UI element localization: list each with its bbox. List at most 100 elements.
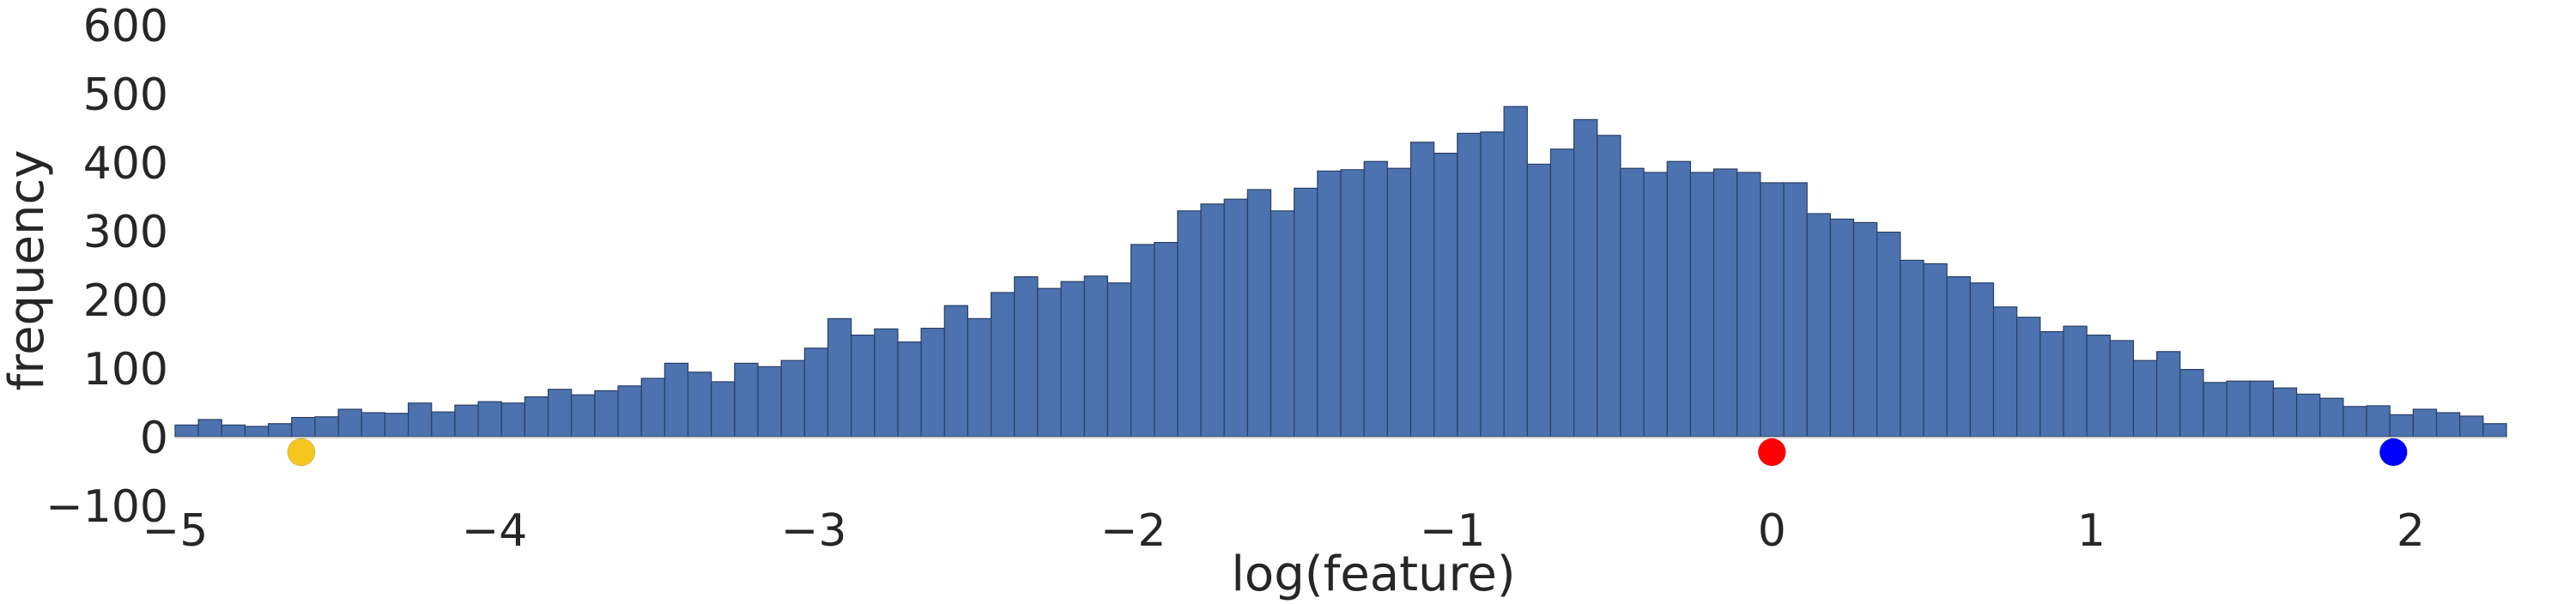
histogram-bar (431, 411, 456, 438)
y-tick-label: 100 (83, 344, 168, 396)
marker-point (2379, 438, 2408, 467)
histogram-bar (1549, 148, 1575, 438)
histogram-bar (1643, 172, 1668, 438)
histogram-bar (337, 408, 362, 438)
histogram-bar (361, 412, 386, 438)
histogram-bar (803, 347, 829, 438)
histogram-bar (1409, 142, 1435, 438)
histogram-bar (1130, 244, 1155, 438)
histogram-bar (1503, 106, 1528, 438)
histogram-bar (2319, 397, 2344, 438)
histogram-bar (174, 424, 199, 438)
histogram-bar (244, 426, 270, 438)
histogram-bar (897, 341, 922, 438)
histogram-bar (1014, 276, 1039, 438)
histogram-bar (2016, 317, 2041, 438)
histogram-bar (1666, 160, 1691, 438)
histogram-bar (291, 417, 316, 438)
y-tick-label: 0 (140, 413, 168, 464)
histogram-bar (384, 413, 409, 438)
histogram-bar (1689, 172, 1715, 438)
histogram-bar (2179, 369, 2204, 438)
histogram-bar (2063, 325, 2088, 438)
histogram-bar (664, 362, 689, 438)
x-tick-label: −5 (142, 505, 209, 557)
y-tick-label: 300 (83, 207, 168, 258)
x-tick-label: −2 (1100, 505, 1167, 557)
histogram-bar (2086, 335, 2111, 438)
histogram-bar (1037, 287, 1062, 438)
histogram-bar (2156, 351, 2181, 438)
histogram-bar (1317, 170, 1342, 438)
histogram-bar (874, 328, 899, 438)
histogram-bar (1712, 168, 1738, 438)
histogram-bar (920, 328, 945, 438)
histogram-bar (1363, 160, 1388, 438)
histogram-bar (1223, 198, 1248, 438)
x-tick-labels: −5 −4 −3 −2 −1 0 1 2 (142, 505, 2425, 557)
histogram-bar (851, 335, 876, 438)
histogram-bar (757, 365, 782, 438)
histogram-bar (1200, 203, 1225, 438)
histogram-bar (1386, 167, 1412, 438)
y-tick-label: 400 (83, 138, 168, 190)
histogram-bar (1969, 282, 1995, 438)
x-tick-label: 0 (1758, 505, 1786, 557)
histogram-bar (1900, 259, 1924, 438)
histogram-bar (1852, 221, 1878, 438)
histogram-bar (1526, 163, 1552, 438)
histogram-bar (2249, 380, 2274, 438)
histogram-bar (408, 402, 433, 438)
histogram-bar (1829, 218, 1855, 438)
histogram-bar (1597, 135, 1621, 438)
x-tick-label: −1 (1420, 505, 1486, 557)
marker-point (287, 438, 316, 467)
histogram-bar (2132, 359, 2158, 438)
histogram-bar (2435, 412, 2461, 438)
histogram-bar (990, 292, 1015, 438)
histogram-bar (2040, 331, 2064, 438)
histogram-bar (1946, 276, 1971, 438)
histogram-bar (827, 317, 852, 438)
histogram-bar (687, 371, 712, 438)
y-tick-label: 200 (83, 275, 168, 327)
x-axis-label: log(feature) (1231, 547, 1515, 602)
histogram-bar (1177, 210, 1202, 438)
markers (287, 438, 2408, 467)
histogram-bar (734, 362, 759, 438)
y-tick-label: 500 (83, 69, 168, 121)
histogram-bar (1457, 132, 1482, 438)
histogram-bar (477, 401, 502, 438)
histogram-bar (1246, 189, 1272, 438)
x-tick-label: 2 (2397, 505, 2425, 557)
histogram-bar (1433, 153, 1458, 438)
y-tick-label: −100 (45, 481, 168, 533)
histogram-bar (1992, 306, 2018, 438)
histogram-bar (2459, 415, 2484, 438)
histogram-bar (1154, 242, 1179, 438)
histogram-bar (500, 402, 525, 438)
y-tick-labels: −100 0 100 200 300 400 500 600 (45, 1, 168, 533)
histogram-bar (571, 394, 596, 438)
x-tick-label: 1 (2077, 505, 2106, 557)
histogram-bar (1106, 282, 1132, 438)
bars (174, 106, 2507, 438)
histogram-bar (594, 390, 619, 438)
histogram-bar (1760, 182, 1785, 438)
histogram-bar (454, 404, 479, 438)
histogram-bar (1294, 187, 1318, 438)
histogram-bar (2482, 423, 2507, 438)
y-axis-label: frequency (0, 150, 55, 391)
marker-point (1757, 438, 1786, 467)
y-tick-label: 600 (83, 1, 168, 52)
histogram-bar (314, 416, 339, 438)
histogram-bar (1083, 275, 1108, 438)
histogram-bar (1923, 263, 1948, 438)
histogram-bar (197, 419, 222, 438)
histogram-bar (221, 424, 246, 438)
histogram-bar (2366, 405, 2391, 438)
histogram-bar (2272, 387, 2298, 438)
histogram-bar (2295, 393, 2321, 438)
x-tick-label: −4 (462, 505, 528, 557)
